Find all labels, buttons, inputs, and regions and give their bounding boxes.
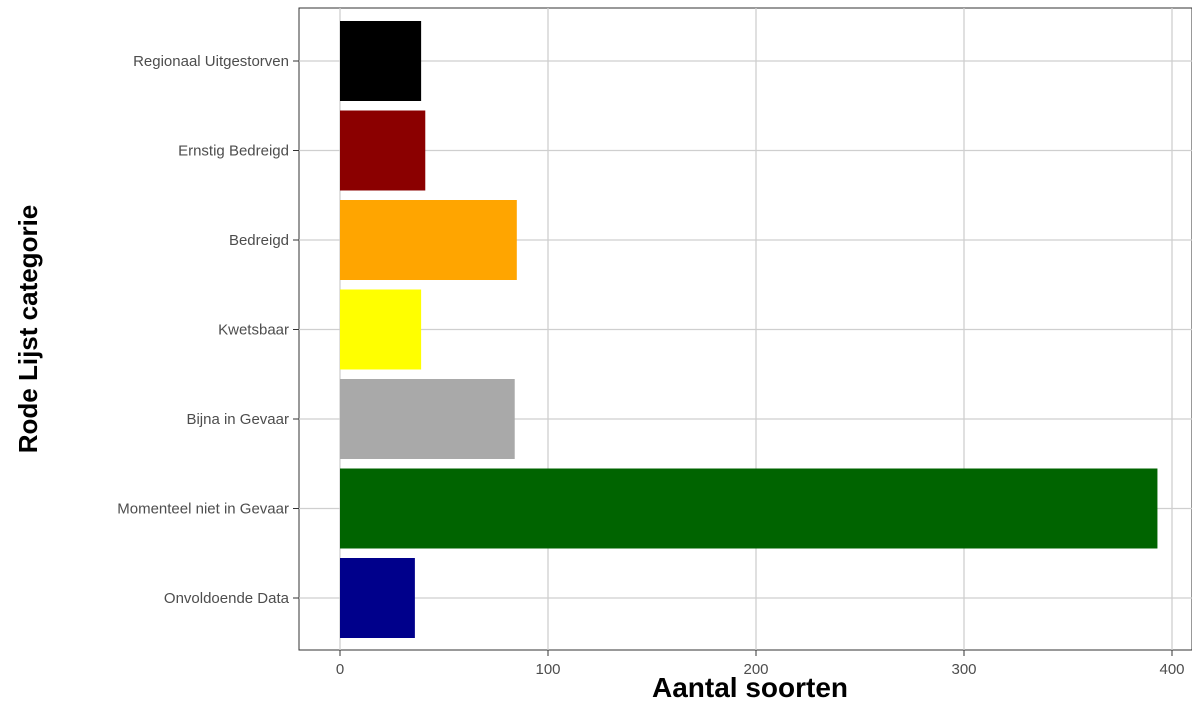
bar: [340, 289, 422, 370]
y-axis-title: Rode Lijst categorie: [13, 205, 43, 454]
bar: [340, 110, 426, 191]
y-tick-label: Bijna in Gevaar: [186, 411, 289, 428]
bar-layer: [340, 21, 1158, 638]
x-tick-label: 400: [1159, 661, 1184, 678]
x-axis-title: Aantal soorten: [652, 672, 848, 703]
y-tick-label: Regionaal Uitgestorven: [133, 53, 289, 70]
x-tick-label: 300: [951, 661, 976, 678]
y-tick-label: Onvoldoende Data: [164, 590, 290, 607]
bar: [340, 558, 415, 638]
x-tick-label: 200: [743, 661, 768, 678]
bar: [340, 21, 422, 101]
y-tick-label: Momenteel niet in Gevaar: [117, 501, 289, 518]
y-tick-label: Ernstig Bedreigd: [178, 143, 289, 160]
bar: [340, 379, 515, 459]
bar: [340, 468, 1158, 549]
x-tick-label: 100: [535, 661, 560, 678]
bar: [340, 200, 517, 280]
y-axis: Regionaal Uitgestorven Ernstig Bedreigd Be…: [117, 53, 299, 607]
y-tick-label: Bedreigd: [229, 232, 289, 249]
x-tick-label: 0: [336, 661, 344, 678]
y-tick-label: Kwetsbaar: [218, 322, 289, 339]
x-axis: 0 100 200 300 400: [336, 650, 1185, 678]
